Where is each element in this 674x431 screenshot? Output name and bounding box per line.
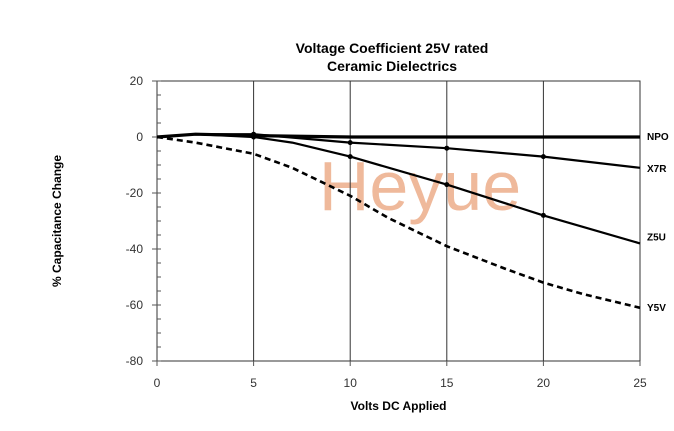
y-tick-label: -60 [126, 298, 144, 312]
series-label-y5v: Y5V [647, 303, 666, 314]
series-label-npo: NPO [647, 132, 669, 143]
y-axis-title: % Capacitance Change [50, 155, 64, 287]
x-tick-label: 0 [154, 376, 161, 390]
series-point-x7r [347, 140, 353, 146]
y-tick-label: -20 [126, 186, 144, 200]
y-tick-label: -40 [126, 242, 144, 256]
x-tick-label: 20 [537, 376, 551, 390]
x-tick-label: 10 [344, 376, 358, 390]
series-line-z5u [156, 133, 641, 245]
series-point-z5u [251, 134, 257, 140]
series-point-x7r [444, 145, 450, 151]
series-point-x7r [540, 154, 546, 160]
series-label-z5u: Z5U [647, 232, 666, 243]
plot-area: 20 0 -20 -40 -60 -80 0 5 10 15 20 25 NPO X7R Z5U Y5V [126, 74, 669, 390]
watermark-text: Heyue [319, 147, 521, 225]
series-point-z5u [444, 182, 450, 188]
x-tick-label: 5 [250, 376, 257, 390]
x-tick-label: 25 [633, 376, 647, 390]
chart-title-line-1: Voltage Coefficient 25V rated [296, 40, 489, 56]
x-tick-label: 15 [440, 376, 454, 390]
watermark: Heyue [319, 147, 521, 225]
axis-titles: Volts DC Applied % Capacitance Change [50, 155, 447, 413]
series-point-z5u [347, 154, 353, 160]
chart-title-line-2: Ceramic Dielectrics [327, 58, 457, 74]
series-point-z5u [540, 212, 546, 218]
y-tick-label: 20 [130, 74, 144, 88]
x-axis-title: Volts DC Applied [351, 399, 447, 413]
y-tick-label: -80 [126, 354, 144, 368]
chart-title: Voltage Coefficient 25V rated Ceramic Die… [296, 40, 489, 74]
y-tick-label: 0 [136, 130, 143, 144]
series-label-x7r: X7R [647, 164, 667, 175]
